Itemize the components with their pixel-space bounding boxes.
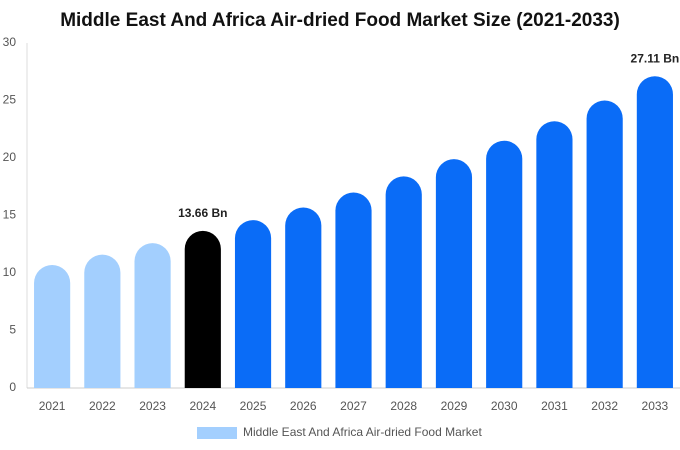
x-tick-label: 2026	[290, 399, 317, 413]
y-tick-label: 25	[3, 93, 17, 107]
x-tick-label: 2023	[139, 399, 166, 413]
y-tick-label: 15	[3, 208, 17, 222]
bar	[234, 220, 272, 388]
x-tick-label: 2033	[642, 399, 669, 413]
bar	[134, 243, 171, 388]
x-tick-label: 2030	[491, 399, 518, 413]
bar	[636, 76, 673, 388]
bar	[536, 121, 573, 388]
legend-swatch	[197, 427, 237, 439]
y-tick-label: 10	[3, 265, 17, 279]
x-tick-label: 2029	[441, 399, 468, 413]
bar	[84, 254, 121, 388]
x-tick-label: 2028	[390, 399, 417, 413]
data-label: 13.66 Bn	[178, 206, 227, 220]
x-tick-label: 2031	[541, 399, 568, 413]
data-label: 27.11 Bn	[631, 51, 680, 65]
bar	[34, 264, 71, 388]
x-tick-label: 2025	[240, 399, 267, 413]
bar	[285, 207, 322, 388]
bar	[486, 140, 523, 388]
x-tick-label: 2027	[340, 399, 367, 413]
x-tick-label: 2032	[591, 399, 618, 413]
y-tick-label: 5	[9, 323, 16, 337]
chart-title: Middle East And Africa Air-dried Food Ma…	[60, 10, 620, 31]
bar	[385, 176, 422, 388]
legend-label: Middle East And Africa Air-dried Food Ma…	[243, 425, 482, 439]
y-tick-label: 20	[3, 150, 17, 164]
bar	[184, 230, 221, 388]
bar	[586, 100, 623, 388]
x-tick-label: 2021	[39, 399, 66, 413]
bar	[335, 192, 372, 388]
x-tick-label: 2022	[89, 399, 116, 413]
x-tick-label: 2024	[189, 399, 216, 413]
y-tick-label: 0	[9, 380, 16, 394]
y-tick-label: 30	[3, 35, 17, 49]
bar	[435, 159, 473, 388]
